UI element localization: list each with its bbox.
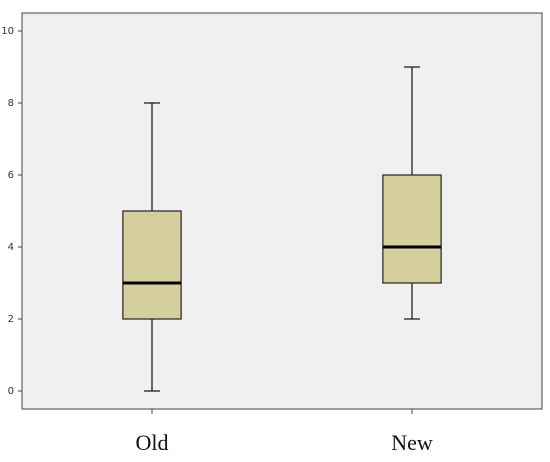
box: [382, 174, 442, 284]
y-tick-label: 6: [8, 170, 14, 181]
x-tick-label: New: [391, 430, 433, 455]
y-tick-label: 8: [8, 98, 14, 109]
y-tick-label: 10: [1, 26, 14, 37]
box: [122, 210, 182, 320]
y-tick-label: 2: [8, 314, 14, 325]
y-tick-label: 4: [8, 242, 14, 253]
y-tick-label: 0: [8, 386, 14, 397]
plot-area: [21, 12, 543, 410]
x-tick-label: Old: [136, 430, 169, 455]
